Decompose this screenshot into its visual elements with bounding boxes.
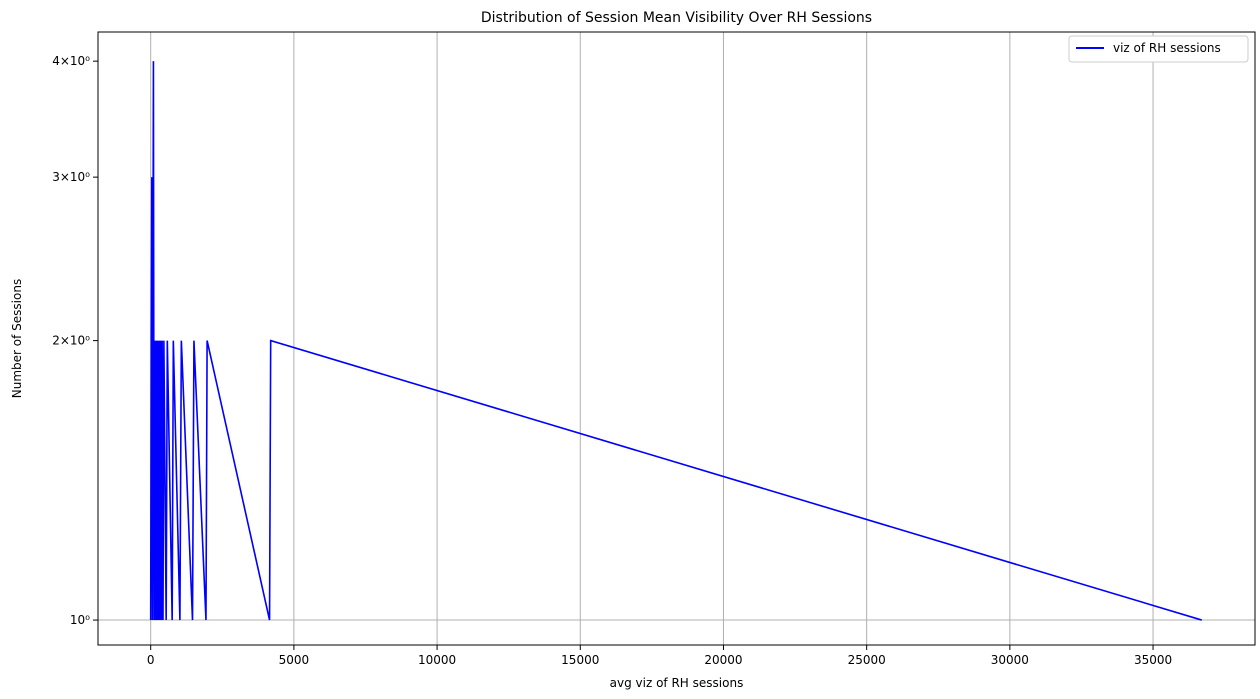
x-tick-label: 20000 bbox=[704, 653, 742, 667]
grid-lines bbox=[98, 32, 1255, 645]
x-axis-label: avg viz of RH sessions bbox=[610, 676, 744, 690]
legend: viz of RH sessions bbox=[1068, 35, 1249, 63]
chart-title: Distribution of Session Mean Visibility … bbox=[481, 10, 872, 26]
legend-entry-label: viz of RH sessions bbox=[1113, 41, 1221, 55]
x-tick-label: 30000 bbox=[991, 653, 1029, 667]
y-axis-label: Number of Sessions bbox=[10, 279, 24, 398]
y-axis-ticks: 10⁰ 2×10⁰ 3×10⁰ 4×10⁰ bbox=[52, 54, 98, 627]
y-tick-label: 10⁰ bbox=[70, 613, 90, 627]
x-tick-label: 35000 bbox=[1134, 653, 1172, 667]
y-tick-label: 3×10⁰ bbox=[52, 170, 90, 184]
y-tick-label: 4×10⁰ bbox=[52, 54, 90, 68]
x-tick-label: 0 bbox=[147, 653, 155, 667]
x-tick-label: 5000 bbox=[279, 653, 310, 667]
plot-frame bbox=[97, 31, 1256, 646]
x-tick-label: 25000 bbox=[848, 653, 886, 667]
x-tick-label: 10000 bbox=[418, 653, 456, 667]
y-tick-label: 2×10⁰ bbox=[52, 334, 90, 348]
plot-content bbox=[149, 61, 1202, 621]
x-axis-ticks: 0 5000 10000 15000 20000 25000 30000 35000 bbox=[147, 645, 1172, 667]
series-line-0 bbox=[149, 61, 1202, 621]
legend-box bbox=[1068, 35, 1249, 63]
x-tick-label: 15000 bbox=[561, 653, 599, 667]
